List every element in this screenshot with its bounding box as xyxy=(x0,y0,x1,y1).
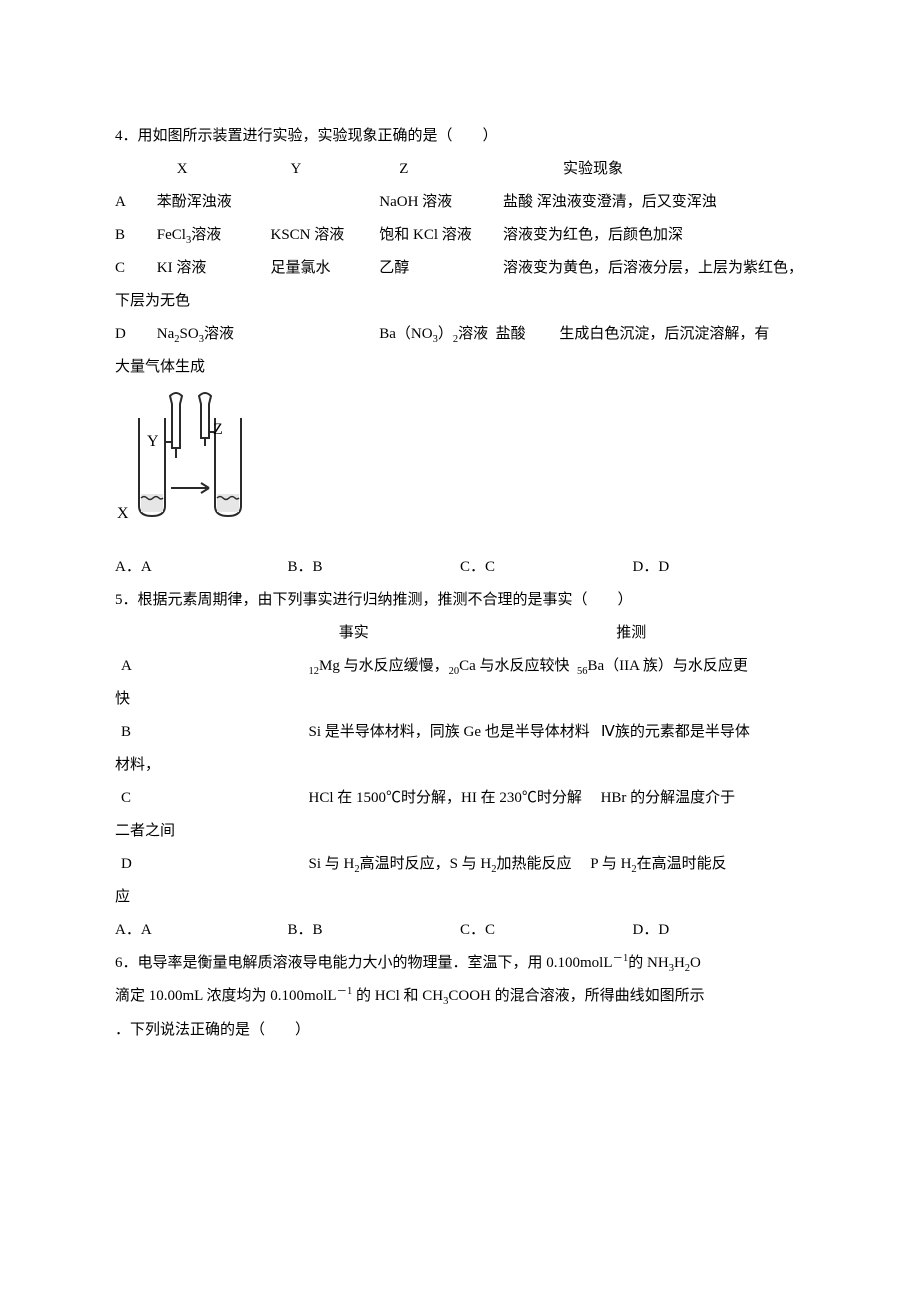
q5-rowid: D xyxy=(115,848,161,881)
q5-fact: HCl 在 1500℃时分解，HI 在 230℃时分解 xyxy=(309,790,582,806)
q4-col-phen: 实验现象 xyxy=(523,153,623,186)
q4-col-x: X xyxy=(157,153,287,186)
q4-stem: 4．用如图所示装置进行实验，实验现象正确的是（ ） xyxy=(115,120,805,153)
q5-rowid: C xyxy=(115,782,161,815)
q4-rowid: A xyxy=(115,186,153,219)
q4-z: Ba（NO3）2溶液 xyxy=(379,326,492,342)
table-row: D Na2SO3溶液 Ba（NO3）2溶液 盐酸 生成白色沉淀，后沉淀溶解，有 xyxy=(115,318,805,351)
q5-col-fact: 事实 xyxy=(339,625,369,641)
q4-phen: 生成白色沉淀，后沉淀溶解，有 xyxy=(529,318,769,351)
q4-row-cont: 大量气体生成 xyxy=(115,351,805,384)
q5-fact: 12Mg 与水反应缓慢，20Ca 与水反应较快 xyxy=(309,658,570,674)
q5-fact: Si 与 H2高温时反应，S 与 H2加热能反应 xyxy=(309,856,572,872)
q6-line2: 滴定 10.00mL 浓度均为 0.100molL－1 的 HCl 和 CH3C… xyxy=(115,980,805,1013)
q4-x: Na2SO3溶液 xyxy=(157,318,267,351)
q4-phen: 溶液变为黄色，后溶液分层，上层为紫红色， xyxy=(503,252,803,285)
q4-rowid: C xyxy=(115,252,153,285)
q4-phen: 浑浊液变澄清，后又变浑浊 xyxy=(537,186,717,219)
q5-option-b: B．B xyxy=(288,914,461,947)
table-row: D Si 与 H2高温时反应，S 与 H2加热能反应 P 与 H2在高温时能反 xyxy=(115,848,805,881)
svg-text:Z: Z xyxy=(213,421,223,438)
q4-x: 苯酚浑浊液 xyxy=(157,186,267,219)
q4-y: 足量氯水 xyxy=(271,252,376,285)
q5-infer: Ⅳ族的元素都是半导体 xyxy=(594,724,750,740)
table-row: A 12Mg 与水反应缓慢，20Ca 与水反应较快 56Ba（IIA 族）与水反… xyxy=(115,650,805,683)
q4-option-c: C．C xyxy=(460,551,633,584)
q4-x: FeCl3溶液 xyxy=(157,219,267,252)
q5-rowid: A xyxy=(115,650,161,683)
q5-rowid: B xyxy=(115,716,161,749)
q4-phen-pre: 盐酸 xyxy=(496,326,526,342)
page: 4．用如图所示装置进行实验，实验现象正确的是（ ） X Y Z 实验现象 A 苯… xyxy=(0,0,920,1302)
q5-option-c: C．C xyxy=(460,914,633,947)
q4-option-b: B．B xyxy=(288,551,461,584)
q4-option-a: A．A xyxy=(115,551,288,584)
q5-infer: 56Ba（IIA 族）与水反应更 xyxy=(573,658,748,674)
q5-infer: P 与 H2在高温时能反 xyxy=(575,856,726,872)
q4-phen: 溶液变为红色，后颜色加深 xyxy=(503,219,683,252)
q4-row-cont: 下层为无色 xyxy=(115,285,805,318)
q4-phen-pre: 盐酸 xyxy=(503,194,533,210)
q5-infer: HBr 的分解温度介于 xyxy=(586,790,736,806)
q4-col-y: Y xyxy=(291,153,396,186)
q5-row-cont: 应 xyxy=(115,881,805,914)
table-row: B FeCl3溶液 KSCN 溶液 饱和 KCl 溶液 溶液变为红色，后颜色加深 xyxy=(115,219,805,252)
q4-z: 乙醇 xyxy=(379,252,499,285)
svg-text:X: X xyxy=(117,505,129,522)
q4-options: A．A B．B C．C D．D xyxy=(115,551,805,584)
q4-apparatus-diagram: Y Z X xyxy=(115,388,805,549)
svg-text:Y: Y xyxy=(147,433,159,450)
q4-y: KSCN 溶液 xyxy=(271,219,376,252)
q4-z: 饱和 KCl 溶液 xyxy=(379,219,499,252)
q4-option-d: D．D xyxy=(633,551,806,584)
q5-fact: Si 是半导体材料，同族 Ge 也是半导体材料 xyxy=(309,724,590,740)
q5-row-cont: 快 xyxy=(115,683,805,716)
q5-row-cont: 材料， xyxy=(115,749,805,782)
table-row: C HCl 在 1500℃时分解，HI 在 230℃时分解 HBr 的分解温度介… xyxy=(115,782,805,815)
q5-options: A．A B．B C．C D．D xyxy=(115,914,805,947)
table-row: A 苯酚浑浊液 NaOH 溶液 盐酸 浑浊液变澄清，后又变浑浊 xyxy=(115,186,805,219)
q4-rowid: B xyxy=(115,219,153,252)
q5-option-a: A．A xyxy=(115,914,288,947)
q5-stem: 5．根据元素周期律，由下列事实进行归纳推测，推测不合理的是事实（ ） xyxy=(115,584,805,617)
q4-table-header: X Y Z 实验现象 xyxy=(115,153,805,186)
table-row: C KI 溶液 足量氯水 乙醇 溶液变为黄色，后溶液分层，上层为紫红色， xyxy=(115,252,805,285)
table-row: B Si 是半导体材料，同族 Ge 也是半导体材料 Ⅳ族的元素都是半导体 xyxy=(115,716,805,749)
q4-rowid: D xyxy=(115,318,153,351)
q4-x: KI 溶液 xyxy=(157,252,267,285)
q5-col-infer: 推测 xyxy=(616,625,646,641)
q6-line1: 6．电导率是衡量电解质溶液导电能力大小的物理量．室温下，用 0.100molL－… xyxy=(115,947,805,980)
q5-row-cont: 二者之间 xyxy=(115,815,805,848)
q5-table-header: 事实 推测 xyxy=(115,617,805,650)
q4-col-z: Z xyxy=(399,153,519,186)
q4-z: NaOH 溶液 xyxy=(379,186,499,219)
q6-line3: ．下列说法正确的是（ ） xyxy=(115,1014,805,1047)
q5-option-d: D．D xyxy=(633,914,806,947)
